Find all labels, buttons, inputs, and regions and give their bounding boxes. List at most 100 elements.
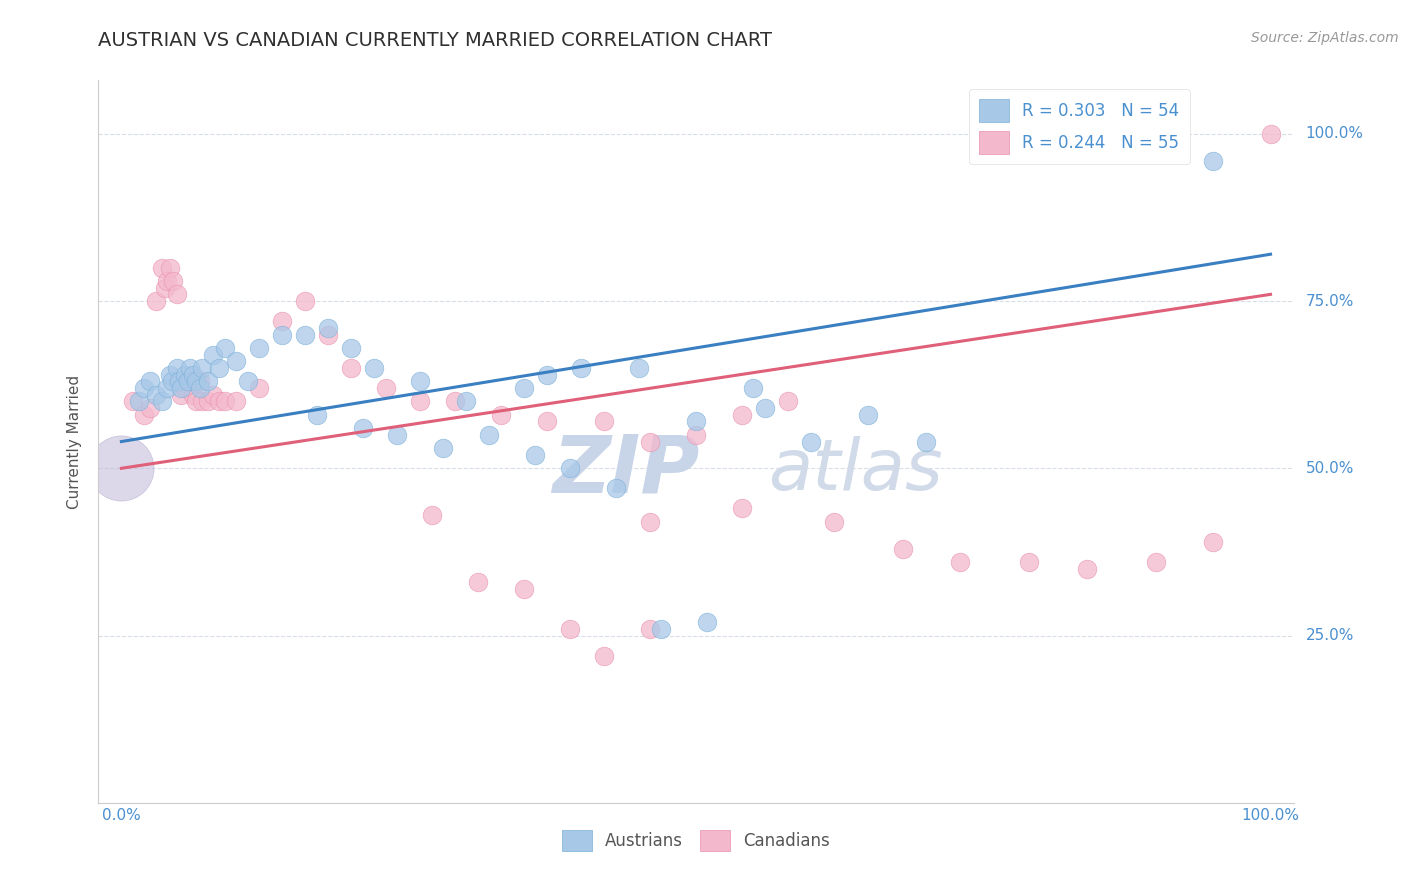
Point bbox=[173, 368, 195, 382]
Point bbox=[558, 461, 581, 475]
Point bbox=[420, 508, 443, 523]
Point bbox=[891, 541, 914, 556]
Point bbox=[478, 427, 501, 442]
Point bbox=[593, 414, 616, 429]
Point bbox=[593, 648, 616, 663]
Point bbox=[202, 387, 225, 401]
Point bbox=[1260, 127, 1282, 141]
Point bbox=[271, 314, 294, 328]
Text: AUSTRIAN VS CANADIAN CURRENTLY MARRIED CORRELATION CHART: AUSTRIAN VS CANADIAN CURRENTLY MARRIED C… bbox=[98, 31, 772, 50]
Point bbox=[696, 615, 718, 630]
Text: atlas: atlas bbox=[768, 436, 942, 505]
Point bbox=[685, 414, 707, 429]
Point bbox=[605, 482, 627, 496]
Point bbox=[122, 394, 145, 409]
Point bbox=[139, 401, 162, 416]
Point bbox=[536, 368, 558, 382]
Point bbox=[247, 381, 270, 395]
Point bbox=[271, 327, 294, 342]
Point bbox=[188, 375, 211, 389]
Point bbox=[754, 401, 776, 416]
Point bbox=[191, 361, 214, 376]
Point bbox=[159, 260, 181, 275]
Point bbox=[1076, 562, 1098, 576]
Y-axis label: Currently Married: Currently Married bbox=[67, 375, 83, 508]
Point bbox=[650, 622, 672, 636]
Point bbox=[731, 501, 754, 516]
Point bbox=[627, 361, 650, 376]
Text: 25.0%: 25.0% bbox=[1306, 628, 1354, 643]
Text: ZIP: ZIP bbox=[553, 432, 700, 509]
Point bbox=[385, 427, 409, 442]
Point bbox=[191, 394, 214, 409]
Point bbox=[156, 381, 179, 395]
Point bbox=[139, 375, 162, 389]
Point bbox=[173, 381, 195, 395]
Point bbox=[949, 555, 972, 569]
Point bbox=[456, 394, 478, 409]
Point bbox=[536, 414, 558, 429]
Point bbox=[160, 375, 183, 389]
Point bbox=[197, 394, 219, 409]
Point bbox=[202, 348, 225, 362]
Point bbox=[167, 375, 190, 389]
Point bbox=[181, 387, 204, 401]
Point bbox=[179, 361, 201, 376]
Point bbox=[214, 394, 236, 409]
Point bbox=[162, 274, 184, 288]
Point bbox=[316, 327, 339, 342]
Point bbox=[128, 394, 150, 409]
Point bbox=[208, 394, 231, 409]
Point bbox=[363, 361, 385, 376]
Point bbox=[145, 294, 167, 309]
Point bbox=[153, 281, 176, 295]
Point bbox=[134, 381, 156, 395]
Point bbox=[184, 394, 207, 409]
Point bbox=[914, 434, 936, 449]
Point bbox=[145, 387, 167, 401]
Point bbox=[858, 408, 880, 422]
Point bbox=[569, 361, 592, 376]
Point bbox=[177, 375, 200, 389]
Point bbox=[150, 260, 173, 275]
Point bbox=[188, 381, 211, 395]
Point bbox=[823, 515, 845, 529]
Point bbox=[409, 375, 432, 389]
Point bbox=[1202, 534, 1225, 549]
Point bbox=[1202, 153, 1225, 168]
Point bbox=[742, 381, 765, 395]
Point bbox=[731, 408, 754, 422]
Point bbox=[558, 622, 581, 636]
Point bbox=[166, 287, 188, 301]
Point bbox=[156, 274, 179, 288]
Point bbox=[512, 582, 534, 596]
Point bbox=[432, 442, 454, 455]
Point bbox=[184, 375, 207, 389]
Point bbox=[170, 387, 193, 401]
Point bbox=[1018, 555, 1040, 569]
Point bbox=[524, 448, 547, 462]
Point bbox=[197, 375, 219, 389]
Point bbox=[489, 408, 512, 422]
Text: 75.0%: 75.0% bbox=[1306, 293, 1354, 309]
Point bbox=[166, 361, 188, 376]
Point bbox=[374, 381, 396, 395]
Point bbox=[1144, 555, 1167, 569]
Point bbox=[110, 461, 132, 475]
Point bbox=[134, 408, 156, 422]
Legend: Austrians, Canadians: Austrians, Canadians bbox=[554, 822, 838, 860]
Text: Source: ZipAtlas.com: Source: ZipAtlas.com bbox=[1251, 31, 1399, 45]
Point bbox=[181, 368, 204, 382]
Point bbox=[167, 375, 190, 389]
Point bbox=[638, 515, 661, 529]
Point bbox=[800, 434, 823, 449]
Point bbox=[305, 408, 328, 422]
Point bbox=[208, 361, 231, 376]
Point bbox=[638, 434, 661, 449]
Point bbox=[170, 381, 193, 395]
Point bbox=[179, 375, 201, 389]
Point bbox=[225, 394, 247, 409]
Point bbox=[467, 575, 489, 590]
Point bbox=[340, 341, 363, 355]
Point bbox=[294, 294, 316, 309]
